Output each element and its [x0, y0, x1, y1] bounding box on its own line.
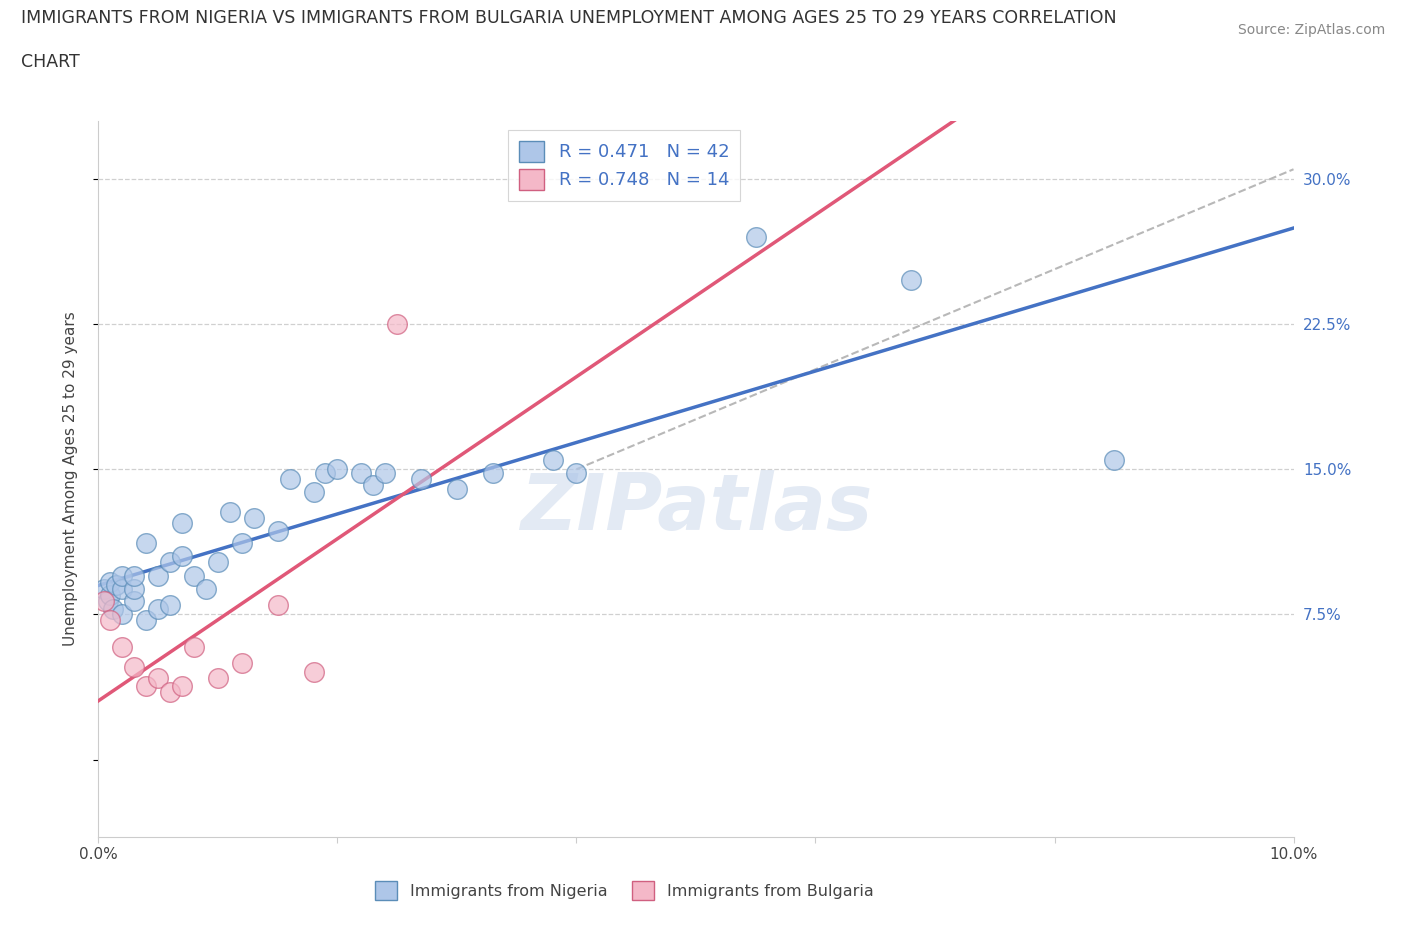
- Point: [219, 504, 242, 519]
- Point: [148, 601, 170, 616]
- Point: [135, 613, 157, 628]
- Point: [148, 568, 170, 583]
- Point: [124, 659, 146, 674]
- Point: [148, 671, 170, 685]
- Point: [302, 485, 325, 500]
- Point: [124, 593, 146, 608]
- Point: [172, 679, 194, 694]
- Point: [93, 593, 115, 608]
- Text: CHART: CHART: [21, 53, 80, 71]
- Text: Source: ZipAtlas.com: Source: ZipAtlas.com: [1237, 23, 1385, 37]
- Point: [159, 684, 181, 699]
- Point: [183, 568, 205, 583]
- Point: [195, 582, 218, 597]
- Point: [93, 582, 115, 597]
- Point: [172, 516, 194, 531]
- Point: [172, 549, 194, 564]
- Point: [135, 679, 157, 694]
- Point: [1104, 452, 1126, 467]
- Point: [385, 317, 409, 332]
- Point: [159, 597, 181, 612]
- Point: [135, 536, 157, 551]
- Point: [183, 640, 205, 655]
- Point: [374, 466, 396, 481]
- Point: [231, 656, 253, 671]
- Point: [207, 554, 229, 569]
- Y-axis label: Unemployment Among Ages 25 to 29 years: Unemployment Among Ages 25 to 29 years: [63, 312, 77, 646]
- Point: [326, 462, 349, 477]
- Point: [124, 568, 146, 583]
- Point: [111, 640, 134, 655]
- Point: [315, 466, 337, 481]
- Point: [207, 671, 229, 685]
- Point: [100, 574, 122, 589]
- Point: [446, 481, 468, 496]
- Point: [900, 272, 922, 287]
- Point: [111, 568, 134, 583]
- Point: [100, 588, 122, 603]
- Point: [745, 230, 768, 245]
- Text: IMMIGRANTS FROM NIGERIA VS IMMIGRANTS FROM BULGARIA UNEMPLOYMENT AMONG AGES 25 T: IMMIGRANTS FROM NIGERIA VS IMMIGRANTS FR…: [21, 9, 1116, 27]
- Point: [231, 536, 253, 551]
- Point: [267, 597, 290, 612]
- Point: [541, 452, 564, 467]
- Point: [105, 578, 128, 592]
- Point: [97, 593, 120, 608]
- Point: [101, 601, 124, 616]
- Point: [350, 466, 373, 481]
- Point: [159, 554, 181, 569]
- Point: [278, 472, 301, 486]
- Point: [481, 466, 505, 481]
- Point: [267, 524, 290, 538]
- Point: [100, 613, 122, 628]
- Point: [111, 607, 134, 622]
- Point: [363, 477, 385, 492]
- Point: [565, 466, 588, 481]
- Legend: Immigrants from Nigeria, Immigrants from Bulgaria: Immigrants from Nigeria, Immigrants from…: [367, 873, 882, 908]
- Text: ZIPatlas: ZIPatlas: [520, 470, 872, 546]
- Point: [124, 582, 146, 597]
- Point: [111, 582, 134, 597]
- Point: [243, 511, 266, 525]
- Point: [302, 665, 325, 680]
- Point: [411, 472, 433, 486]
